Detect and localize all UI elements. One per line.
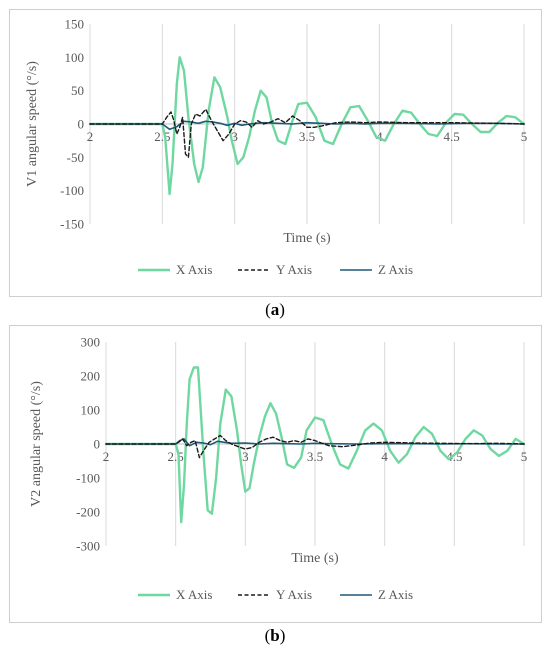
y-tick-label: 100 <box>81 403 101 418</box>
legend-label: X Axis <box>176 587 212 602</box>
x-tick-label: 4.5 <box>444 129 460 144</box>
x-tick-label: 4 <box>376 129 383 144</box>
caption-a: (a) <box>0 300 550 320</box>
x-tick-label: 5 <box>521 449 528 464</box>
y-axis-label: V1 angular speed (°/s) <box>25 61 40 187</box>
series-line-x-axis <box>104 366 526 524</box>
caption-b-close: ) <box>279 626 286 645</box>
x-tick-label: 2 <box>103 449 110 464</box>
x-tick-label: 3 <box>242 449 249 464</box>
caption-b-open: ( <box>264 626 271 645</box>
chart-b-svg: -300 -200 -100 0 100 200 300 2 2.5 3 3.5 4 4.5 5 Time … <box>29 335 528 603</box>
chart-a-svg: -150 -100 -50 0 50 100 150 2 2.5 3 3.5 4 4.5 5 Time (s… <box>25 17 528 278</box>
x-tick-label: 2.5 <box>168 449 184 464</box>
y-tick-label: -100 <box>76 471 100 486</box>
y-tick-label: -200 <box>76 505 100 520</box>
caption-b: (b) <box>0 626 550 646</box>
series-line-z-axis <box>105 438 525 447</box>
legend-label: X Axis <box>176 262 212 277</box>
x-axis-label: Time (s) <box>283 231 331 246</box>
x-axis-label: Time (s) <box>291 551 339 566</box>
y-tick-label: -150 <box>60 217 84 232</box>
x-tick-label: 4 <box>381 449 388 464</box>
legend-label: Z Axis <box>378 587 413 602</box>
x-tick-label: 3.5 <box>299 129 315 144</box>
y-tick-label: 50 <box>71 83 84 98</box>
y-tick-label: 300 <box>81 335 101 350</box>
y-tick-label: -50 <box>67 150 84 165</box>
chart-panel-b: -300 -200 -100 0 100 200 300 2 2.5 3 3.5 4 4.5 5 Time … <box>9 325 542 623</box>
series-line-y-axis <box>89 108 525 159</box>
y-tick-label: -100 <box>60 183 84 198</box>
y-tick-label: -300 <box>76 539 100 554</box>
x-tick-label: 4.5 <box>446 449 462 464</box>
caption-a-letter: a <box>270 300 280 319</box>
y-tick-label: 0 <box>94 437 101 452</box>
x-tick-label: 2.5 <box>154 129 170 144</box>
x-tick-label: 5 <box>521 129 528 144</box>
y-tick-label: 150 <box>65 17 85 32</box>
y-tick-label: 200 <box>81 369 101 384</box>
caption-a-close: ) <box>279 300 285 319</box>
y-tick-label: 0 <box>78 117 85 132</box>
caption-a-open: ( <box>265 300 271 319</box>
chart-panel-a: -150 -100 -50 0 50 100 150 2 2.5 3 3.5 4 4.5 5 Time (s… <box>9 9 542 297</box>
legend-label: Y Axis <box>276 587 312 602</box>
y-axis-label: V2 angular speed (°/s) <box>29 381 44 507</box>
x-tick-label: 3 <box>231 129 238 144</box>
x-tick-label: 2 <box>87 129 94 144</box>
legend-label: Z Axis <box>378 262 413 277</box>
y-tick-label: 100 <box>65 50 85 65</box>
legend-label: Y Axis <box>276 262 312 277</box>
caption-b-letter: b <box>270 626 280 645</box>
x-tick-label: 3.5 <box>307 449 323 464</box>
series-line-y-axis <box>105 434 525 459</box>
